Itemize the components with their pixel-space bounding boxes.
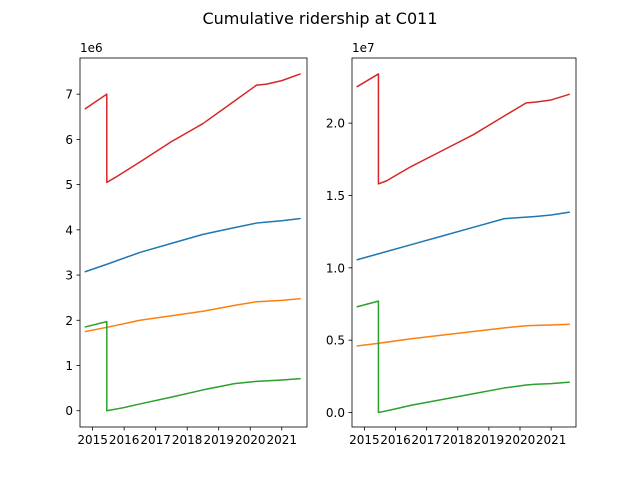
x-tick-label: 2017 (411, 433, 442, 447)
y-tick-label: 1.0 (326, 261, 345, 275)
y-tick-label: 6 (65, 133, 73, 147)
series-line-red (356, 73, 571, 185)
x-tick-label: 2016 (380, 433, 411, 447)
y-tick-label: 4 (65, 223, 73, 237)
y-tick-label: 0 (65, 404, 73, 418)
chart-panel-1: 2015 2016 2017 2018 2019 2020 2021 0 1 2 3 4 5 6 7 1e6 (65, 41, 308, 447)
x-tick-label: 2018 (443, 433, 474, 447)
axis-offset-text: 1e6 (80, 41, 103, 55)
y-tick-label: 2.0 (326, 117, 345, 131)
chart-panel-2: 2015 2016 2017 2018 2019 2020 2021 0.0 0.5 1.0 1.5… (326, 41, 577, 447)
y-tick-label: 2 (65, 314, 73, 328)
y-tick-label: 1 (65, 359, 73, 373)
series-line-orange (84, 297, 301, 333)
series-line-orange (356, 323, 570, 347)
x-tick-label: 2016 (109, 433, 140, 447)
x-tick-label: 2018 (172, 433, 203, 447)
y-tick-label: 7 (65, 88, 73, 102)
x-tick-label: 2021 (536, 433, 567, 447)
series-line-red (84, 73, 301, 184)
series-group (84, 73, 301, 412)
series-line-blue (356, 211, 570, 261)
series-line-blue (84, 217, 301, 273)
x-tick-label: 2020 (235, 433, 266, 447)
x-tick-label: 2021 (267, 433, 298, 447)
y-tick-label: 1.5 (326, 189, 345, 203)
x-tick-label: 2017 (140, 433, 171, 447)
x-tick-label: 2020 (505, 433, 536, 447)
series-line-green (356, 300, 570, 414)
y-tick-label: 0.5 (326, 334, 345, 348)
x-tick-label: 2019 (203, 433, 234, 447)
charts-container: 2015 2016 2017 2018 2019 2020 2021012345671e62… (65, 41, 577, 447)
y-tick-label: 3 (65, 269, 73, 283)
axis-offset-text: 1e7 (352, 41, 375, 55)
axes-frame (79, 57, 308, 428)
x-tick-label: 2015 (349, 433, 380, 447)
y-tick-label: 5 (65, 178, 73, 192)
series-group (356, 73, 571, 414)
axes-frame (351, 57, 577, 428)
y-tick-label: 0.0 (326, 406, 345, 420)
figure-title: Cumulative ridership at C011 (202, 9, 437, 28)
x-tick-label: 2015 (77, 433, 108, 447)
x-tick-label: 2019 (474, 433, 505, 447)
series-line-green (84, 320, 301, 412)
